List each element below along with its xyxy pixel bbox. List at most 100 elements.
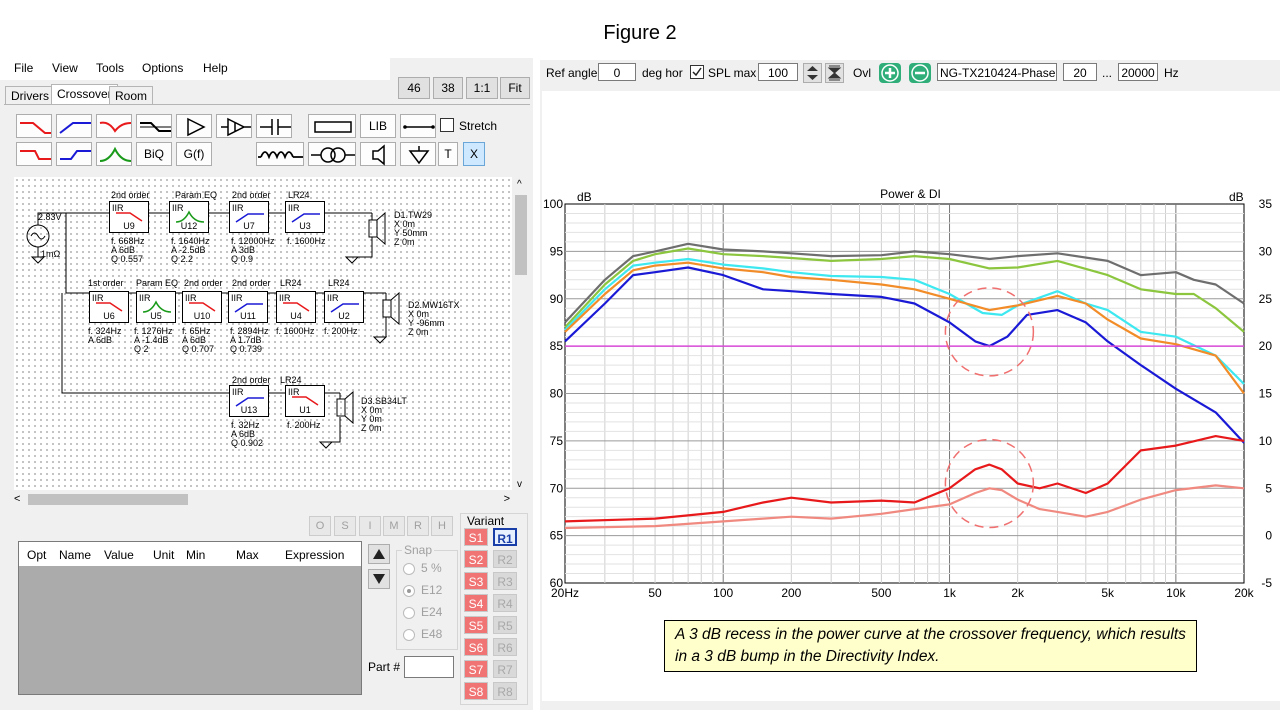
snap-e24-radio[interactable]: E24 (403, 605, 442, 619)
opt-s-button[interactable]: S (334, 516, 356, 536)
block-u4[interactable]: IIR U4 (276, 291, 316, 323)
schematic-hscroll[interactable]: < > (14, 492, 514, 507)
t-button[interactable]: T (438, 142, 458, 166)
opt-h-button[interactable]: H (431, 516, 453, 536)
opt-r-button[interactable]: R (407, 516, 429, 536)
overlay-name-input[interactable]: NG-TX210424-PhaseUr (937, 63, 1057, 81)
graph-area[interactable]: 20Hz 50 100 200 500 1k 2k 5k 10k 20k 60 65 70 75 80 85 9… (542, 91, 1280, 701)
snap-e48-radio[interactable]: E48 (403, 627, 442, 641)
inductor-button[interactable] (256, 142, 304, 166)
opt-o-button[interactable]: O (309, 516, 331, 536)
block-u6[interactable]: IIR U6 (89, 291, 129, 323)
schematic-vscroll[interactable]: ^ v (514, 177, 528, 492)
zoom-1to1-button[interactable]: 1:1 (466, 77, 498, 99)
zoom-38-button[interactable]: 38 (433, 77, 463, 99)
driver-d3[interactable]: D3.SB34LT X 0m Y 0m Z 0m (361, 396, 407, 433)
driver-d1[interactable]: D1.TW29 X 0m Y 50mm Z 0m (394, 210, 433, 247)
stretch-checkbox[interactable] (440, 118, 454, 132)
block-u9[interactable]: IIR U9 (109, 201, 149, 233)
zoom-fit-button[interactable]: Fit (500, 77, 530, 99)
variant-s1-button[interactable]: S1 (464, 528, 488, 546)
variant-s3-button[interactable]: S3 (464, 572, 488, 590)
spl-max-checkbox[interactable] (690, 65, 704, 79)
library-button[interactable]: LIB (360, 114, 396, 138)
amplifier-button[interactable] (176, 114, 212, 138)
ground-button[interactable] (400, 142, 436, 166)
variant-r2-button[interactable]: R2 (493, 550, 517, 568)
add-overlay-button[interactable] (879, 63, 901, 83)
part-number-input[interactable] (404, 656, 454, 678)
menu-options[interactable]: Options (142, 61, 184, 75)
freq-max-input[interactable]: 20000 (1118, 63, 1158, 81)
variant-r4-button[interactable]: R4 (493, 594, 517, 612)
variant-r1-button[interactable]: R1 (493, 528, 517, 546)
vscroll-thumb[interactable] (515, 195, 527, 275)
variant-s8-button[interactable]: S8 (464, 682, 488, 700)
variant-r7-button[interactable]: R7 (493, 660, 517, 678)
fit-vertical-button[interactable] (825, 63, 844, 83)
variant-s6-button[interactable]: S6 (464, 638, 488, 656)
speaker-button[interactable] (360, 142, 396, 166)
scroll-right-icon[interactable]: > (503, 493, 510, 505)
block-u10[interactable]: IIR U10 (182, 291, 222, 323)
scroll-left-icon[interactable]: < (14, 493, 21, 505)
opt-m-button[interactable]: M (383, 516, 405, 536)
schematic-canvas[interactable]: 2.83V 1mΩ 2nd order Param EQ 2nd order L… (14, 177, 512, 490)
parameter-table[interactable]: Opt Name Value Unit Min Max Expression (18, 541, 362, 695)
block-u11[interactable]: IIR U11 (228, 291, 268, 323)
transformer-button[interactable] (308, 142, 356, 166)
snap-e12-radio[interactable]: E12 (403, 583, 442, 597)
scroll-down-icon[interactable]: v (517, 479, 522, 490)
highpass-blue-button[interactable] (56, 114, 92, 138)
notch-red-button[interactable] (96, 114, 132, 138)
menu-help[interactable]: Help (203, 61, 228, 75)
block-u13[interactable]: IIR U13 (229, 385, 269, 417)
resistor-button[interactable] (308, 114, 356, 138)
move-down-button[interactable] (368, 569, 390, 589)
variant-r6-button[interactable]: R6 (493, 638, 517, 656)
lowpass-red-button[interactable] (16, 114, 52, 138)
remove-overlay-button[interactable] (909, 63, 931, 83)
power-di-chart[interactable]: 20Hz 50 100 200 500 1k 2k 5k 10k 20k6065707580859… (542, 91, 1280, 621)
snap-5pct-radio[interactable]: 5 % (403, 561, 442, 575)
variant-s5-button[interactable]: S5 (464, 616, 488, 634)
freq-min-input[interactable]: 20 (1063, 63, 1097, 81)
capacitor-button[interactable] (256, 114, 292, 138)
bandpass-green-button[interactable] (96, 142, 132, 166)
variant-r3-button[interactable]: R3 (493, 572, 517, 590)
opt-i-button[interactable]: I (359, 516, 381, 536)
driver-d2[interactable]: D2.MW16TX X 0m Y -96mm Z 0m (408, 300, 460, 337)
lowpass-step-button[interactable] (16, 142, 52, 166)
biquad-button[interactable]: BiQ (136, 142, 172, 166)
variant-s7-button[interactable]: S7 (464, 660, 488, 678)
x-button[interactable]: X (463, 142, 485, 166)
scroll-up-icon[interactable]: ^ (517, 179, 522, 190)
block-u2[interactable]: IIR U2 (324, 291, 364, 323)
gf-button[interactable]: G(f) (176, 142, 212, 166)
menu-tools[interactable]: Tools (96, 61, 125, 75)
tab-drivers[interactable]: Drivers (5, 86, 55, 105)
block-u12[interactable]: IIR U12 (169, 201, 209, 233)
variant-s4-button[interactable]: S4 (464, 594, 488, 612)
wire-button[interactable] (400, 114, 436, 138)
tab-crossover[interactable]: Crossover (51, 84, 118, 105)
zoom-46-button[interactable]: 46 (398, 77, 430, 99)
spl-max-input[interactable]: 100 (758, 63, 798, 81)
variant-r8-button[interactable]: R8 (493, 682, 517, 700)
shelf-button[interactable] (136, 114, 172, 138)
tab-room[interactable]: Room (109, 86, 154, 105)
hscroll-thumb[interactable] (28, 494, 188, 505)
block-u7[interactable]: IIR U7 (229, 201, 269, 233)
variant-s2-button[interactable]: S2 (464, 550, 488, 568)
menu-file[interactable]: File (14, 61, 34, 75)
ref-angle-input[interactable]: 0 (598, 63, 636, 81)
block-u3[interactable]: IIR U3 (285, 201, 325, 233)
move-up-button[interactable] (368, 544, 390, 564)
block-u1[interactable]: IIR U1 (285, 385, 325, 417)
spl-spinner[interactable] (803, 63, 822, 83)
highpass-step-button[interactable] (56, 142, 92, 166)
menu-view[interactable]: View (52, 61, 78, 75)
buffer-button[interactable] (216, 114, 252, 138)
variant-r5-button[interactable]: R5 (493, 616, 517, 634)
block-u5[interactable]: IIR U5 (136, 291, 176, 323)
